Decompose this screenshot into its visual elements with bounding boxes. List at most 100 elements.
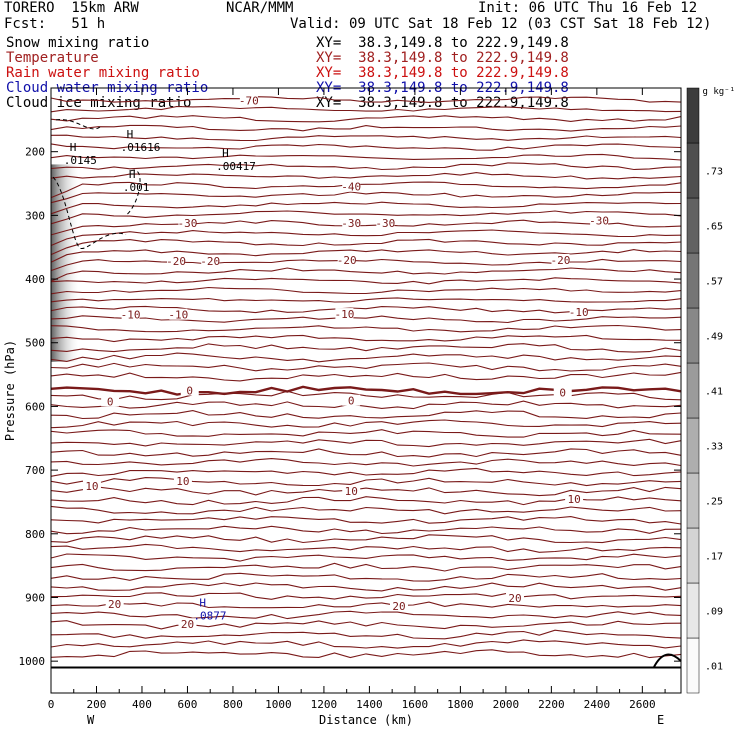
- contour-label: 10: [345, 485, 358, 498]
- contour-label: 0: [559, 386, 566, 399]
- isotherm: [50, 534, 682, 544]
- contour-label: -30: [178, 217, 198, 230]
- colorbar-segment: [686, 142, 700, 199]
- contour-label-bg: [239, 94, 258, 106]
- header-valid: Valid: 09 UTC Sat 18 Feb 12 (03 CST Sat …: [290, 16, 712, 32]
- isotherm: [50, 172, 682, 180]
- terrain-mountain: [652, 653, 682, 668]
- isotherm: [50, 419, 682, 429]
- y-tick-label: 300: [25, 209, 45, 222]
- y-tick-label: 1000: [19, 655, 46, 668]
- contour-label-bg: [553, 386, 572, 398]
- contour-label-bg: [201, 255, 220, 267]
- contour-label: 0: [186, 385, 193, 398]
- isotherm: [50, 496, 682, 506]
- legend-field-label: Temperature: [6, 50, 99, 66]
- colorbar-label: .33: [705, 442, 723, 453]
- contour-label: -30: [341, 217, 361, 230]
- isotherm: [50, 572, 682, 582]
- contour-label-bg: [551, 253, 570, 265]
- isotherm: [50, 277, 682, 285]
- contour-label-bg: [121, 308, 140, 320]
- colorbar-label: .65: [705, 222, 723, 233]
- isotherm: [50, 124, 682, 132]
- colorbar-label: .49: [705, 332, 723, 343]
- isotherm: [50, 324, 682, 333]
- isotherm: [50, 543, 682, 553]
- x-tick-label: 1800: [447, 698, 474, 711]
- y-tick-label: 200: [25, 146, 45, 159]
- isotherm: [50, 249, 682, 263]
- contour-label: -10: [334, 308, 354, 321]
- header-center: NCAR/MMM: [226, 0, 294, 16]
- x-tick-label: 200: [87, 698, 107, 711]
- colorbar-unit: g kg⁻¹: [702, 87, 735, 97]
- isotherm: [50, 553, 682, 562]
- cloud-ice-contour: [55, 119, 102, 130]
- max-value: .0877: [193, 610, 226, 623]
- contour-label-bg: [389, 599, 408, 611]
- isotherm: [50, 390, 682, 401]
- contour-label-bg: [169, 308, 188, 320]
- colorbar-segment: [686, 252, 700, 309]
- isotherm: [50, 467, 682, 477]
- contour-label-bg: [342, 485, 361, 497]
- contour-label-bg: [178, 217, 197, 229]
- x-axis-label: Distance (km): [319, 713, 413, 727]
- colorbar-label: .41: [705, 387, 723, 398]
- colorbar-segment: [686, 527, 700, 584]
- contour-label: 20: [181, 618, 194, 631]
- header-init: Init: 06 UTC Thu 16 Feb 12: [478, 0, 698, 16]
- contour-label-bg: [337, 253, 356, 265]
- colorbar-segment: [686, 87, 700, 144]
- contour-label-bg: [376, 217, 395, 229]
- isotherm: [50, 582, 682, 592]
- isotherm: [50, 477, 682, 487]
- contour-label: -30: [589, 214, 609, 227]
- contour-label: -30: [375, 217, 395, 230]
- isotherm: [50, 629, 682, 640]
- isotherm: [50, 610, 682, 620]
- isotherm: [50, 505, 682, 515]
- isotherm: [50, 620, 682, 630]
- colorbar-segment: [686, 417, 700, 474]
- contour-label-bg: [342, 394, 361, 406]
- contour-label: -20: [551, 254, 571, 267]
- contour-label-bg: [167, 255, 186, 267]
- max-marker: H: [127, 128, 134, 141]
- max-value: .01616: [121, 141, 161, 154]
- colorbar-label: .01: [705, 662, 723, 673]
- y-tick-label: 900: [25, 591, 45, 604]
- contour-label: -70: [239, 95, 259, 108]
- contour-label-bg: [180, 384, 199, 396]
- contour-label: -40: [341, 181, 361, 194]
- legend-field-xy: XY= 38.3,149.8 to 222.9,149.8: [316, 50, 569, 66]
- isotherm: [50, 105, 682, 113]
- colorbar-segment: [686, 637, 700, 694]
- contour-label-bg: [335, 308, 354, 320]
- y-tick-label: 400: [25, 273, 45, 286]
- x-tick-label: 1000: [265, 698, 292, 711]
- contour-label-bg: [105, 597, 124, 609]
- contour-label-bg: [178, 618, 197, 630]
- isotherm: [50, 639, 682, 649]
- legend-field-label: Snow mixing ratio: [6, 35, 150, 51]
- x-tick-label: 2000: [493, 698, 520, 711]
- isotherm: [50, 297, 682, 303]
- colorbar-segment: [686, 582, 700, 639]
- max-marker: H: [199, 597, 206, 610]
- contour-label-bg: [590, 214, 609, 226]
- x-tick-label: 600: [178, 698, 198, 711]
- cloud-ice-contour: [52, 176, 127, 249]
- isotherm: [50, 96, 682, 103]
- isotherm: [50, 162, 682, 171]
- isotherm: [50, 115, 682, 123]
- colorbar-label: .57: [705, 277, 723, 288]
- isotherm: [50, 352, 682, 363]
- contour-label: 0: [107, 395, 114, 408]
- contour-label: -20: [337, 254, 357, 267]
- x-tick-label: 800: [223, 698, 243, 711]
- isotherm: [50, 562, 682, 572]
- header-model: TORERO 15km ARW: [4, 0, 139, 16]
